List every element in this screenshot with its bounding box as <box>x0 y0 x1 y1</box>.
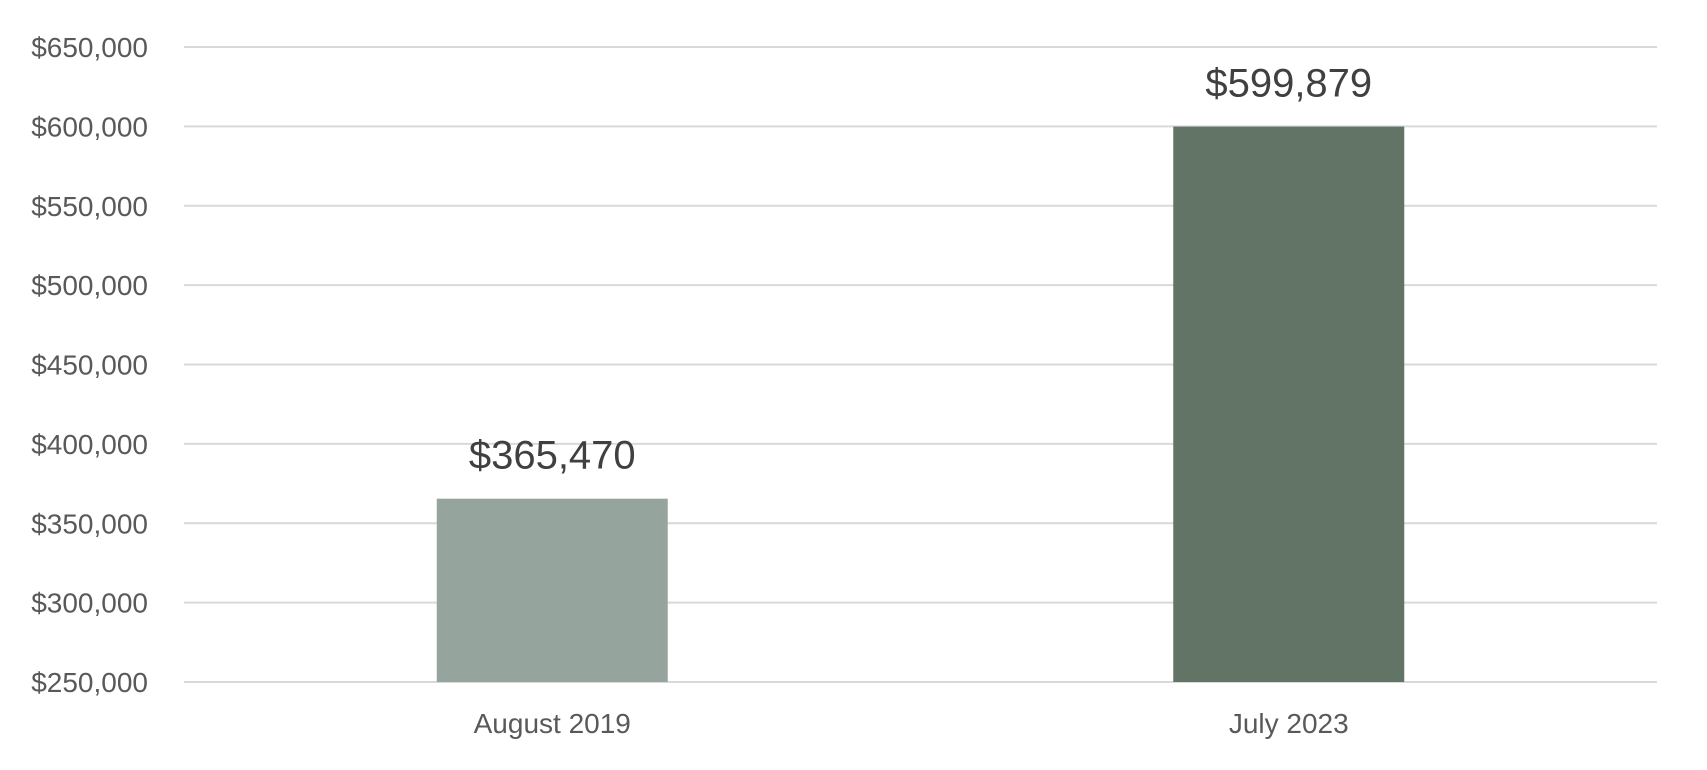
x-tick-label: August 2019 <box>474 708 631 739</box>
data-labels: $365,470 $599,879 <box>469 62 1372 478</box>
y-tick-label: $600,000 <box>31 111 148 142</box>
y-tick-label: $350,000 <box>31 508 148 539</box>
y-tick-label: $500,000 <box>31 270 148 301</box>
bar-1 <box>1173 126 1405 683</box>
y-tick-label: $450,000 <box>31 350 148 381</box>
y-tick-label: $650,000 <box>31 32 148 63</box>
bar-0 <box>436 498 668 682</box>
y-tick-label: $550,000 <box>31 191 148 222</box>
x-tick-label: July 2023 <box>1229 708 1349 739</box>
gridlines <box>184 46 1657 683</box>
y-tick-label: $400,000 <box>31 429 148 460</box>
x-axis: August 2019 July 2023 <box>474 708 1349 739</box>
y-axis: $250,000 $300,000 $350,000 $400,000 $450,000… <box>31 32 148 698</box>
data-label-1: $599,879 <box>1205 62 1372 106</box>
y-tick-label: $300,000 <box>31 588 148 619</box>
bars <box>436 126 1405 683</box>
data-label-0: $365,470 <box>469 434 636 478</box>
y-tick-label: $250,000 <box>31 667 148 698</box>
